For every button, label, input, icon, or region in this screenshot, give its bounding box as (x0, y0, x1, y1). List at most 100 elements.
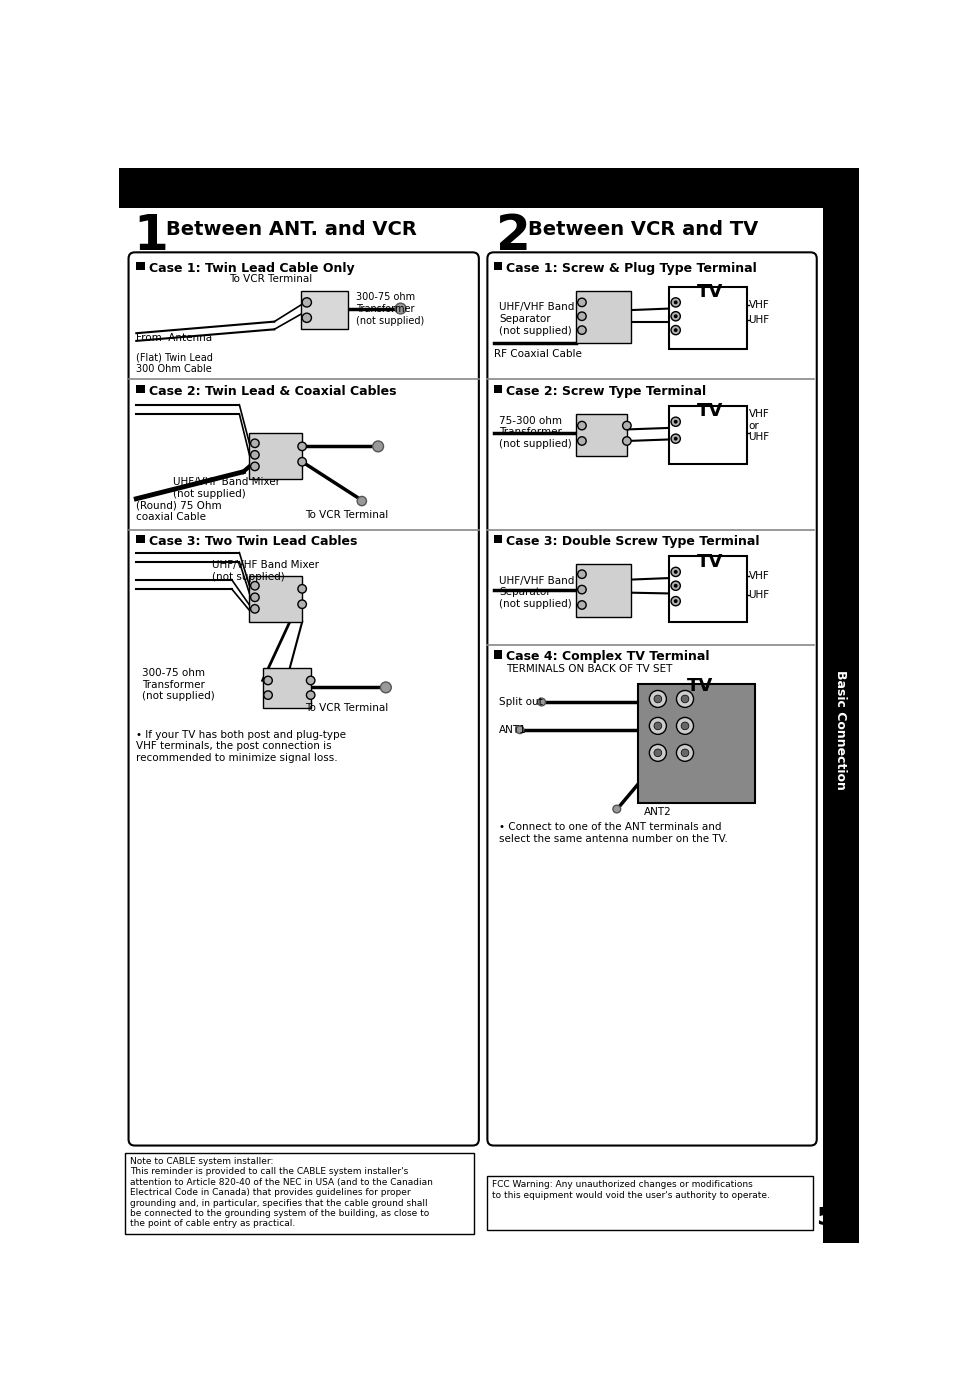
Text: Basic Connection: Basic Connection (834, 669, 846, 789)
Text: VHF: VHF (748, 300, 768, 310)
Bar (136, 261, 145, 270)
Text: UHF: UHF (748, 590, 769, 599)
Text: UHF/VHF Band Mixer
(not supplied): UHF/VHF Band Mixer (not supplied) (173, 478, 280, 499)
Text: Case 2: Screw Type Terminal: Case 2: Screw Type Terminal (505, 384, 705, 398)
Text: Case 3: Two Twin Lead Cables: Case 3: Two Twin Lead Cables (149, 535, 356, 548)
Bar (136, 535, 145, 543)
Text: RF Coaxial Cable: RF Coaxial Cable (493, 349, 580, 359)
Circle shape (649, 718, 666, 735)
Bar (487, 1176, 812, 1231)
Circle shape (251, 451, 259, 460)
Circle shape (654, 696, 661, 703)
Text: (Flat) Twin Lead
300 Ohm Cable: (Flat) Twin Lead 300 Ohm Cable (136, 352, 213, 374)
Text: TERMINALS ON BACK OF TV SET: TERMINALS ON BACK OF TV SET (505, 665, 672, 675)
Circle shape (251, 439, 259, 447)
Circle shape (297, 458, 306, 467)
Bar (576, 291, 630, 344)
Circle shape (670, 597, 679, 606)
Circle shape (673, 300, 677, 305)
Bar (125, 1154, 474, 1234)
Circle shape (670, 298, 679, 307)
Circle shape (297, 584, 306, 594)
Circle shape (673, 584, 677, 588)
Text: Between VCR and TV: Between VCR and TV (528, 219, 758, 239)
Text: Note to CABLE system installer:
This reminder is provided to call the CABLE syst: Note to CABLE system installer: This rem… (130, 1157, 433, 1228)
Circle shape (251, 594, 259, 602)
Circle shape (578, 298, 585, 306)
Circle shape (670, 418, 679, 426)
Circle shape (670, 312, 679, 321)
Circle shape (673, 570, 677, 574)
Text: To VCR Terminal: To VCR Terminal (229, 274, 312, 284)
Text: UHF/VHF Band
Separator
(not supplied): UHF/VHF Band Separator (not supplied) (498, 302, 574, 335)
Text: UHF: UHF (748, 316, 769, 326)
FancyBboxPatch shape (129, 253, 478, 1146)
Circle shape (395, 303, 406, 314)
Text: Case 2: Twin Lead & Coaxial Cables: Case 2: Twin Lead & Coaxial Cables (149, 384, 395, 398)
Text: Case 1: Twin Lead Cable Only: Case 1: Twin Lead Cable Only (149, 261, 354, 275)
Text: 2: 2 (496, 212, 530, 260)
Circle shape (306, 676, 314, 685)
Bar (669, 286, 746, 349)
Circle shape (670, 567, 679, 577)
Circle shape (673, 328, 677, 332)
Text: • Connect to one of the ANT terminals and
select the same antenna number on the : • Connect to one of the ANT terminals an… (498, 823, 727, 844)
Text: TV: TV (696, 284, 722, 302)
Circle shape (654, 749, 661, 757)
Bar (822, 208, 858, 1243)
Text: TV: TV (696, 553, 722, 570)
Text: VHF: VHF (748, 571, 768, 581)
Bar (576, 564, 630, 616)
Circle shape (680, 696, 688, 703)
Text: UHF/VHF Band
Separator
(not supplied): UHF/VHF Band Separator (not supplied) (498, 576, 574, 609)
Text: (Round) 75 Ohm
coaxial Cable: (Round) 75 Ohm coaxial Cable (136, 500, 222, 522)
Circle shape (578, 570, 585, 578)
Text: ANT2: ANT2 (643, 806, 671, 817)
Text: From  Antenna: From Antenna (136, 334, 213, 344)
Bar (493, 261, 501, 270)
Text: 1: 1 (133, 212, 168, 260)
Text: To VCR Terminal: To VCR Terminal (305, 703, 388, 712)
Circle shape (537, 698, 545, 705)
Circle shape (578, 601, 585, 609)
Circle shape (302, 298, 311, 307)
FancyBboxPatch shape (487, 253, 816, 1146)
Circle shape (251, 605, 259, 613)
Text: TV: TV (687, 678, 713, 696)
Text: 5: 5 (815, 1206, 832, 1231)
Bar (576, 414, 626, 457)
Text: Case 3: Double Screw Type Terminal: Case 3: Double Screw Type Terminal (505, 535, 759, 548)
Circle shape (649, 690, 666, 707)
Text: 300-75 ohm
Transformer
(not supplied): 300-75 ohm Transformer (not supplied) (355, 292, 423, 326)
Circle shape (578, 312, 585, 320)
Circle shape (676, 745, 693, 761)
Text: Split out: Split out (498, 697, 542, 707)
Circle shape (676, 718, 693, 735)
Circle shape (302, 313, 311, 323)
Circle shape (670, 434, 679, 443)
Circle shape (373, 441, 383, 451)
Circle shape (516, 726, 523, 733)
Circle shape (649, 745, 666, 761)
Circle shape (578, 326, 585, 334)
Bar (669, 407, 746, 464)
Circle shape (264, 692, 272, 700)
Text: UHF/VHF Band Mixer
(not supplied): UHF/VHF Band Mixer (not supplied) (212, 560, 319, 583)
Circle shape (673, 599, 677, 604)
Circle shape (297, 441, 306, 451)
Bar (249, 433, 302, 479)
Circle shape (264, 676, 272, 685)
Bar (493, 384, 501, 393)
Text: FCC Warning: Any unauthorized changes or modifications
to this equipment would v: FCC Warning: Any unauthorized changes or… (492, 1180, 769, 1200)
Circle shape (622, 422, 631, 430)
Circle shape (673, 314, 677, 319)
Bar (638, 683, 754, 803)
Circle shape (578, 437, 585, 446)
Circle shape (680, 722, 688, 729)
Circle shape (297, 599, 306, 609)
Circle shape (578, 422, 585, 430)
Circle shape (612, 805, 620, 813)
Circle shape (578, 585, 585, 594)
Bar (136, 384, 145, 393)
Circle shape (380, 682, 391, 693)
